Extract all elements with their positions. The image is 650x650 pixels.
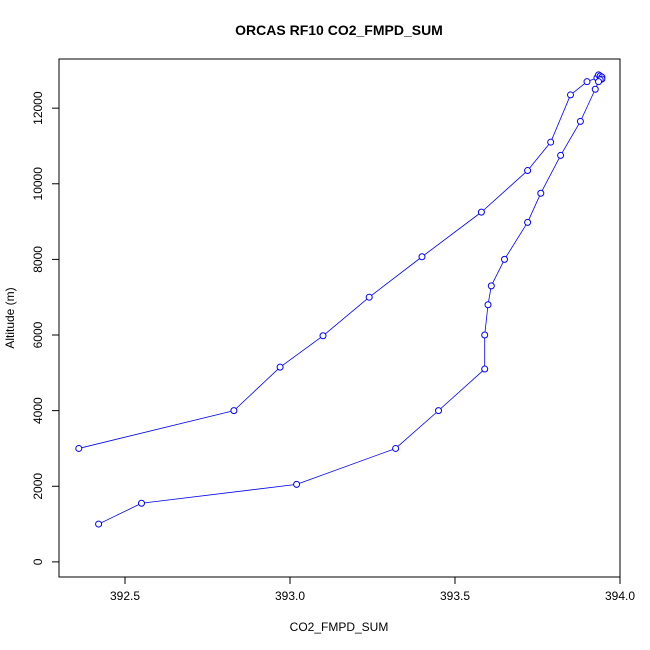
series-line-segment xyxy=(233,366,281,411)
series-line-segment xyxy=(570,81,588,96)
series-line-segment xyxy=(527,141,552,171)
series-line-segment xyxy=(481,170,528,213)
x-axis: 392.5 393.0 393.5 394.0 xyxy=(110,577,635,603)
data-point xyxy=(75,444,83,452)
x-axis-label: CO2_FMPD_SUM xyxy=(290,620,389,634)
data-point xyxy=(583,78,591,86)
series-line-segment xyxy=(490,259,505,287)
series-line-segment xyxy=(141,483,297,504)
series-line-segment xyxy=(527,193,542,223)
y-tick-label: 4000 xyxy=(31,397,45,424)
series-line-segment xyxy=(395,410,439,449)
data-point xyxy=(365,293,373,301)
series-line-segment xyxy=(98,502,142,525)
series-line-segment xyxy=(438,368,485,411)
y-axis: 0 2000 4000 6000 8000 10000 12000 xyxy=(31,91,59,565)
x-tick-label: 392.5 xyxy=(110,589,140,603)
series-line-segment xyxy=(580,89,596,122)
x-tick-label: 393.5 xyxy=(440,589,470,603)
y-tick-label: 10000 xyxy=(31,167,45,201)
y-tick-label: 2000 xyxy=(31,473,45,500)
data-point xyxy=(576,117,584,125)
series-line-segment xyxy=(550,94,571,143)
data-point xyxy=(547,138,555,146)
data-point xyxy=(293,480,301,488)
data-point xyxy=(501,255,508,263)
data-point xyxy=(481,365,489,373)
data-point xyxy=(95,520,103,528)
series-line-segment xyxy=(504,222,528,260)
y-tick-label: 0 xyxy=(31,558,45,565)
data-point xyxy=(524,167,532,175)
series-line-segment xyxy=(421,211,482,258)
data-point xyxy=(481,331,489,339)
y-tick-label: 8000 xyxy=(31,246,45,273)
data-point xyxy=(477,208,485,216)
data-point xyxy=(487,282,495,290)
data-point xyxy=(276,363,284,371)
series-line-segment xyxy=(484,304,489,336)
x-tick-label: 394.0 xyxy=(605,589,635,603)
series-line-segment xyxy=(296,448,396,485)
series-layer xyxy=(75,71,606,528)
data-point xyxy=(595,78,603,86)
data-point xyxy=(319,332,327,340)
data-point xyxy=(591,85,599,93)
series-line-segment xyxy=(78,410,234,449)
y-tick-label: 12000 xyxy=(31,91,45,125)
series-line-segment xyxy=(279,335,324,368)
data-point xyxy=(230,407,238,415)
data-point xyxy=(435,407,442,415)
series-line-segment xyxy=(560,121,581,156)
chart-title: ORCAS RF10 CO2_FMPD_SUM xyxy=(235,22,443,38)
series-line-segment xyxy=(368,256,423,298)
data-point xyxy=(392,444,400,452)
plot-frame xyxy=(58,58,621,578)
data-point xyxy=(524,218,532,226)
data-point xyxy=(484,301,492,309)
series-line-segment xyxy=(322,296,370,337)
y-axis-label: Altitude (m) xyxy=(3,287,17,348)
data-point xyxy=(567,91,574,99)
data-point xyxy=(138,499,145,507)
x-tick-label: 393.0 xyxy=(275,589,305,603)
data-point xyxy=(557,151,565,159)
series-line-segment xyxy=(540,155,561,194)
y-tick-label: 6000 xyxy=(31,321,45,348)
data-point xyxy=(418,253,426,261)
data-point xyxy=(537,189,545,197)
